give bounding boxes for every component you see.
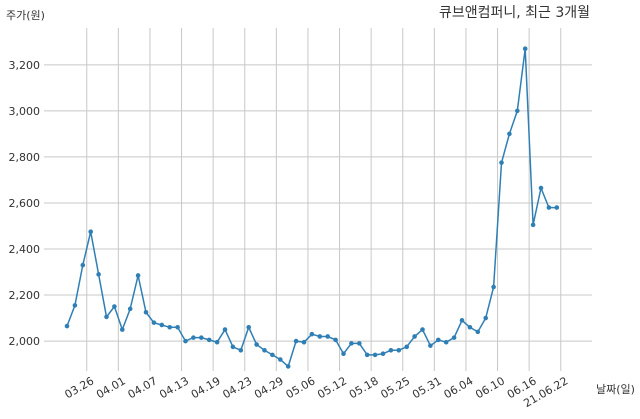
data-point — [412, 334, 417, 339]
data-point — [451, 335, 457, 340]
data-point — [396, 347, 402, 353]
data-point — [262, 347, 267, 353]
x-axis-label: 날짜(일) — [596, 382, 635, 396]
grid — [44, 28, 592, 371]
data-point — [357, 341, 362, 346]
data-point — [364, 352, 370, 358]
data-point — [104, 314, 109, 320]
data-point — [143, 309, 149, 315]
x-tick-label: 06.04 — [442, 374, 476, 401]
x-axis-ticks: 03.2604.0104.0704.1304.1904.2304.2905.06… — [62, 374, 570, 410]
y-tick-label: 3,200 — [9, 59, 41, 72]
y-tick-label: 2,000 — [9, 335, 41, 348]
data-point — [80, 262, 86, 268]
data-point — [293, 338, 299, 344]
data-point — [538, 185, 544, 191]
data-point — [388, 347, 394, 353]
data-point — [191, 335, 196, 340]
data-point — [507, 131, 512, 137]
data-point — [278, 357, 283, 362]
data-point — [341, 351, 346, 357]
data-point — [72, 303, 78, 308]
price-line — [66, 48, 557, 368]
x-tick-label: 04.07 — [126, 374, 160, 401]
x-tick-label: 05.06 — [284, 374, 318, 401]
data-point — [88, 229, 93, 235]
y-tick-label: 2,600 — [9, 197, 41, 210]
x-tick-label: 04.19 — [189, 374, 223, 401]
data-point — [428, 343, 433, 348]
data-point — [499, 160, 504, 165]
data-point — [183, 338, 188, 344]
data-point — [491, 284, 496, 290]
data-point — [317, 334, 323, 339]
data-point — [246, 324, 251, 330]
data-point — [96, 272, 101, 277]
data-point — [483, 315, 489, 321]
data-point — [333, 337, 338, 343]
data-point — [230, 344, 236, 350]
x-tick-label: 05.25 — [378, 374, 412, 401]
y-axis-ticks: 2,000 2,200 2,400 2,600 2,800 3,000 3,200 — [9, 59, 41, 348]
data-point — [254, 342, 259, 347]
x-tick-label: 05.31 — [410, 374, 444, 401]
data-point — [325, 334, 331, 339]
data-point — [554, 205, 560, 210]
x-tick-label: 04.23 — [220, 374, 254, 401]
data-point — [515, 108, 520, 114]
data-point — [270, 352, 275, 358]
data-point — [459, 318, 465, 323]
data-point — [404, 344, 410, 350]
data-point — [112, 304, 117, 309]
data-point — [309, 331, 315, 337]
x-tick-label: 05.12 — [315, 374, 349, 401]
data-point — [372, 352, 378, 358]
data-point — [238, 347, 244, 353]
data-point — [135, 273, 141, 278]
data-point — [467, 324, 473, 330]
data-points — [64, 46, 560, 369]
data-point — [301, 339, 307, 345]
data-point — [475, 329, 481, 335]
x-tick-label: 04.29 — [252, 374, 286, 401]
data-point — [546, 205, 552, 210]
y-tick-label: 2,200 — [9, 289, 41, 302]
data-point — [522, 46, 528, 52]
data-point — [175, 324, 180, 330]
data-point — [380, 351, 386, 357]
data-point — [151, 320, 157, 325]
data-point — [443, 339, 449, 345]
x-tick-label: 03.26 — [62, 374, 96, 401]
chart-title: 큐브앤컴퍼니, 최근 3개월 — [439, 5, 590, 21]
x-tick-label: 04.01 — [94, 374, 128, 401]
x-tick-label: 06.10 — [473, 374, 507, 401]
data-point — [349, 341, 354, 346]
data-point — [285, 364, 291, 369]
y-tick-label: 2,800 — [9, 151, 41, 164]
data-point — [222, 327, 228, 332]
data-point — [167, 324, 172, 330]
data-point — [127, 306, 133, 312]
y-tick-label: 2,400 — [9, 243, 41, 256]
data-point — [64, 323, 70, 329]
data-point — [420, 327, 425, 332]
y-tick-label: 3,000 — [9, 105, 41, 118]
data-point — [436, 337, 441, 343]
y-axis-label: 주가(원) — [6, 9, 45, 22]
data-point — [159, 322, 165, 328]
data-point — [214, 339, 220, 345]
data-point — [530, 222, 536, 228]
data-point — [206, 337, 212, 343]
x-tick-label: 04.13 — [157, 374, 191, 401]
data-point — [199, 335, 204, 340]
data-point — [120, 327, 125, 332]
x-tick-label: 05.18 — [347, 374, 381, 401]
